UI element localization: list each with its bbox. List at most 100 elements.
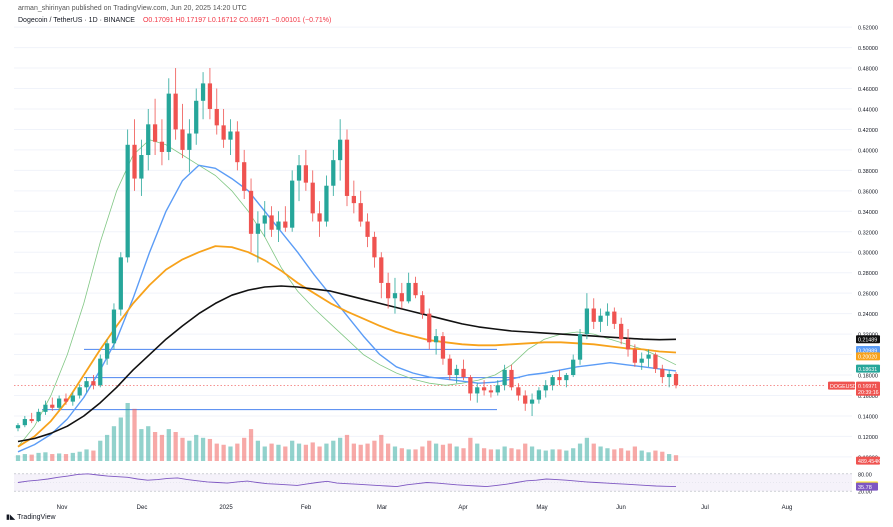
candle	[173, 68, 178, 140]
price-axis: 0.52000 0.50000 0.48000 0.46000 0.44000 0.420…	[858, 26, 878, 462]
symbol-line: Dogecoin / TetherUS · 1D · BINANCE O0.17…	[18, 17, 331, 24]
candle	[509, 364, 514, 391]
candle-body	[269, 215, 274, 230]
volume-bar	[488, 449, 494, 461]
candle-body	[317, 213, 322, 222]
candle	[619, 317, 624, 345]
volume-bar	[276, 444, 281, 461]
candle-body	[43, 404, 48, 412]
time-tick-label: Dec	[137, 505, 148, 511]
candle-body	[132, 144, 137, 179]
volume-bar	[447, 443, 452, 461]
volume-bar	[571, 448, 576, 461]
price-tick-label: 0.18000	[858, 374, 878, 380]
candle	[104, 339, 110, 365]
candle-body	[303, 165, 308, 183]
volume-bar	[584, 437, 590, 461]
candle	[461, 359, 466, 381]
volume-bar	[255, 440, 261, 461]
candle-body	[276, 221, 281, 230]
candle-body	[468, 377, 473, 394]
candle-body	[625, 339, 631, 350]
candle	[639, 352, 644, 370]
candle	[365, 213, 370, 248]
volume-bar	[242, 437, 247, 461]
candle-body	[454, 368, 459, 376]
candle	[187, 119, 192, 173]
candle	[481, 380, 487, 396]
volume-bar	[22, 454, 27, 461]
candle-body	[36, 411, 41, 422]
volume-bar	[660, 451, 665, 461]
candle	[529, 393, 535, 416]
candle-body	[84, 381, 89, 388]
price-badge-bg	[856, 352, 880, 361]
candle	[303, 149, 308, 191]
volume-bar	[317, 446, 322, 461]
candle-body	[338, 139, 343, 161]
volume-bar	[269, 443, 274, 461]
volume-bar	[454, 446, 459, 461]
candle-body	[557, 377, 562, 381]
candle	[646, 349, 651, 367]
volume-bar	[351, 443, 356, 461]
volume-bar	[433, 443, 439, 461]
price-badge-text: 0.16971	[858, 384, 877, 390]
time-tick-label: Aug	[782, 505, 793, 511]
tradingview-logo[interactable]: ▮◣ TradingView	[6, 513, 56, 521]
candle	[43, 400, 48, 415]
candle-body	[495, 385, 500, 393]
price-tick-label: 0.42000	[858, 128, 878, 134]
candle	[475, 383, 480, 403]
ohlc-values: O0.17091 H0.17197 L0.16712 C0.16971 −0.0…	[142, 17, 332, 24]
volume-bar	[194, 434, 199, 461]
candle-body	[612, 311, 617, 324]
volume-bar	[98, 440, 103, 461]
candle	[344, 129, 350, 207]
price-tick-label: 0.30000	[858, 251, 878, 257]
price-tick-label: 0.52000	[858, 26, 878, 32]
candle	[550, 375, 555, 391]
volume-bar	[262, 446, 267, 461]
candle-body	[399, 293, 404, 302]
symbol-title[interactable]: Dogecoin / TetherUS · 1D · BINANCE	[18, 17, 135, 24]
candle	[159, 119, 165, 166]
volume-bar	[612, 449, 617, 461]
price-badge-text: 489.454K	[858, 459, 881, 465]
candle	[468, 375, 473, 401]
price-tick-label: 0.14000	[858, 414, 878, 420]
volume-bar	[481, 448, 487, 461]
price-tick-label: 0.24000	[858, 312, 878, 318]
volume-bar	[111, 426, 117, 461]
candle	[605, 303, 610, 326]
price-badge: 0.20989	[856, 346, 880, 354]
price-badge-bg	[828, 381, 855, 390]
candle	[625, 328, 631, 357]
candle-body	[509, 369, 514, 388]
volume-bar	[187, 440, 192, 461]
price-badge-text: 20:39:16	[858, 390, 879, 396]
time-tick-label: 2025	[219, 505, 233, 511]
candle	[427, 308, 432, 350]
price-tick-label: 0.12000	[858, 435, 878, 441]
volume-bar	[77, 451, 82, 461]
price-tick-label: 0.46000	[858, 87, 878, 93]
volume-bar	[125, 403, 130, 461]
candle-body	[194, 100, 199, 134]
price-badge-bg	[856, 346, 880, 355]
candle	[660, 364, 665, 384]
volume-bar	[536, 449, 542, 461]
volume-bar	[653, 450, 658, 461]
candle	[262, 201, 267, 237]
candle-body	[146, 124, 151, 156]
time-tick-label: Mar	[377, 505, 387, 511]
candle-body	[379, 257, 384, 283]
candle	[146, 108, 151, 171]
volume-bar	[166, 429, 171, 461]
candle-body	[344, 139, 350, 196]
volume-bar	[173, 432, 178, 461]
price-tick-label: 0.36000	[858, 189, 878, 195]
price-badge-bg	[856, 387, 880, 396]
volume-bar	[358, 444, 363, 461]
